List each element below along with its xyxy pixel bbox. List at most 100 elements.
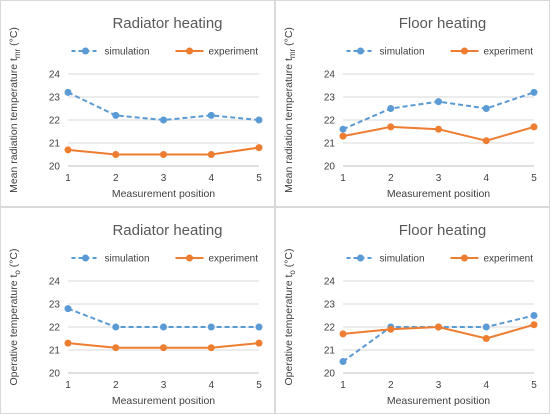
- data-point-simulation: [112, 323, 120, 331]
- y-axis-label: Operative temperature to (°C): [283, 248, 297, 385]
- series-experiment: [64, 339, 263, 352]
- chart-title: Radiator heating: [112, 15, 222, 32]
- y-tick-label: 22: [49, 116, 61, 127]
- data-point-experiment: [207, 151, 215, 158]
- x-tick-label: 4: [483, 173, 489, 184]
- x-tick-label: 1: [340, 380, 346, 391]
- chart-svg: Radiator heating simulation experiment 20 2 1…: [8, 222, 263, 407]
- x-tick-label: 4: [208, 380, 214, 391]
- data-point-experiment: [530, 321, 538, 329]
- x-tick-label: 5: [531, 380, 537, 391]
- series-simulation: [339, 88, 538, 133]
- data-point-experiment: [482, 137, 490, 145]
- y-axis-label-subscript: o: [288, 270, 297, 275]
- x-tick-label: 3: [436, 173, 442, 184]
- data-point-experiment: [255, 144, 263, 152]
- data-point-simulation: [160, 116, 167, 124]
- x-tick-label: 3: [161, 173, 167, 184]
- y-tick-label: 20: [49, 162, 61, 173]
- y-tick-label: 20: [49, 369, 61, 380]
- legend-label-experiment: experiment: [209, 47, 259, 58]
- y-tick-label: 23: [324, 93, 336, 104]
- data-point-experiment: [255, 339, 263, 347]
- y-tick-label: 21: [324, 346, 336, 357]
- legend-label-simulation: simulation: [380, 47, 425, 58]
- x-tick-label: 2: [388, 380, 394, 391]
- data-point-simulation: [530, 88, 538, 96]
- y-tick-label: 24: [324, 277, 336, 288]
- data-point-experiment: [339, 330, 347, 338]
- data-point-experiment: [387, 325, 395, 333]
- y-axis-label-text: Operative temperature t: [8, 275, 20, 386]
- y-tick-label: 22: [324, 116, 336, 127]
- chart-panel-1: Radiator heating simulation experiment 20 21…: [0, 0, 275, 207]
- data-point-simulation: [255, 116, 263, 124]
- y-axis-label: Mean radiation temperature tmr (°C): [283, 27, 297, 193]
- data-point-experiment: [530, 123, 538, 131]
- y-axis-label-unit: (°C): [8, 248, 20, 270]
- data-point-experiment: [160, 344, 167, 352]
- series-simulation: [64, 305, 263, 331]
- chart-title: Floor heating: [399, 15, 487, 32]
- x-tick-label: 4: [208, 173, 214, 184]
- data-point-experiment: [64, 146, 72, 154]
- legend: simulation experiment: [71, 254, 258, 265]
- chart-title: Radiator heating: [112, 222, 222, 239]
- legend-marker-experiment: [186, 254, 193, 262]
- data-point-experiment: [482, 335, 490, 342]
- series-experiment: [339, 321, 538, 342]
- x-tick-label: 4: [483, 380, 489, 391]
- y-tick-label: 24: [324, 70, 336, 81]
- series-line-simulation: [342, 314, 535, 363]
- data-point-simulation: [482, 105, 490, 112]
- legend-label-simulation: simulation: [380, 254, 425, 265]
- y-tick-label: 23: [49, 300, 61, 311]
- y-tick-label: 23: [324, 300, 336, 311]
- legend-marker-simulation: [357, 47, 364, 55]
- y-axis-label-text: Mean radiation temperature t: [8, 58, 20, 193]
- x-axis-label: Measurement position: [112, 395, 215, 407]
- y-axis-label-subscript: o: [13, 270, 22, 275]
- chart-svg: Radiator heating simulation experiment 20 21…: [8, 15, 263, 200]
- data-point-simulation: [339, 358, 347, 365]
- x-tick-label: 2: [388, 173, 394, 184]
- data-point-simulation: [64, 88, 72, 96]
- legend-label-experiment: experiment: [484, 254, 534, 265]
- data-point-simulation: [339, 125, 347, 133]
- data-point-simulation: [64, 305, 72, 313]
- legend-marker-experiment: [461, 254, 468, 262]
- x-tick-label: 2: [113, 380, 119, 391]
- data-point-simulation: [530, 312, 538, 319]
- legend: simulation experiment: [346, 254, 534, 265]
- x-tick-label: 5: [256, 380, 262, 391]
- y-tick-label: 21: [49, 139, 61, 150]
- legend-label-simulation: simulation: [105, 254, 150, 265]
- data-point-simulation: [435, 98, 442, 106]
- x-tick-label: 1: [65, 380, 71, 391]
- series-simulation: [64, 88, 263, 124]
- legend-marker-simulation: [82, 47, 89, 55]
- data-point-simulation: [387, 105, 395, 112]
- y-axis-label-subscript: mr: [13, 48, 22, 58]
- y-tick-label: 24: [49, 277, 61, 288]
- chart-panel-2: Floor heating simulation experiment 20 21 22 2…: [275, 0, 550, 207]
- data-point-simulation: [255, 323, 263, 331]
- data-point-experiment: [207, 344, 215, 352]
- legend-marker-experiment: [186, 47, 193, 55]
- data-point-simulation: [207, 111, 215, 119]
- legend: simulation experiment: [71, 47, 259, 58]
- y-tick-label: 22: [324, 323, 336, 334]
- x-tick-label: 5: [531, 173, 537, 184]
- y-axis-label-unit: (°C): [283, 248, 295, 270]
- y-tick-label: 21: [324, 139, 336, 150]
- legend-label-experiment: experiment: [484, 47, 534, 58]
- x-tick-label: 3: [161, 380, 167, 391]
- y-axis-label-text: Mean radiation temperature t: [283, 58, 295, 193]
- y-axis-label-unit: (°C): [8, 27, 20, 49]
- y-axis-label-subscript: mr: [288, 48, 297, 58]
- data-point-simulation: [482, 323, 490, 331]
- x-axis-label: Measurement position: [112, 188, 215, 200]
